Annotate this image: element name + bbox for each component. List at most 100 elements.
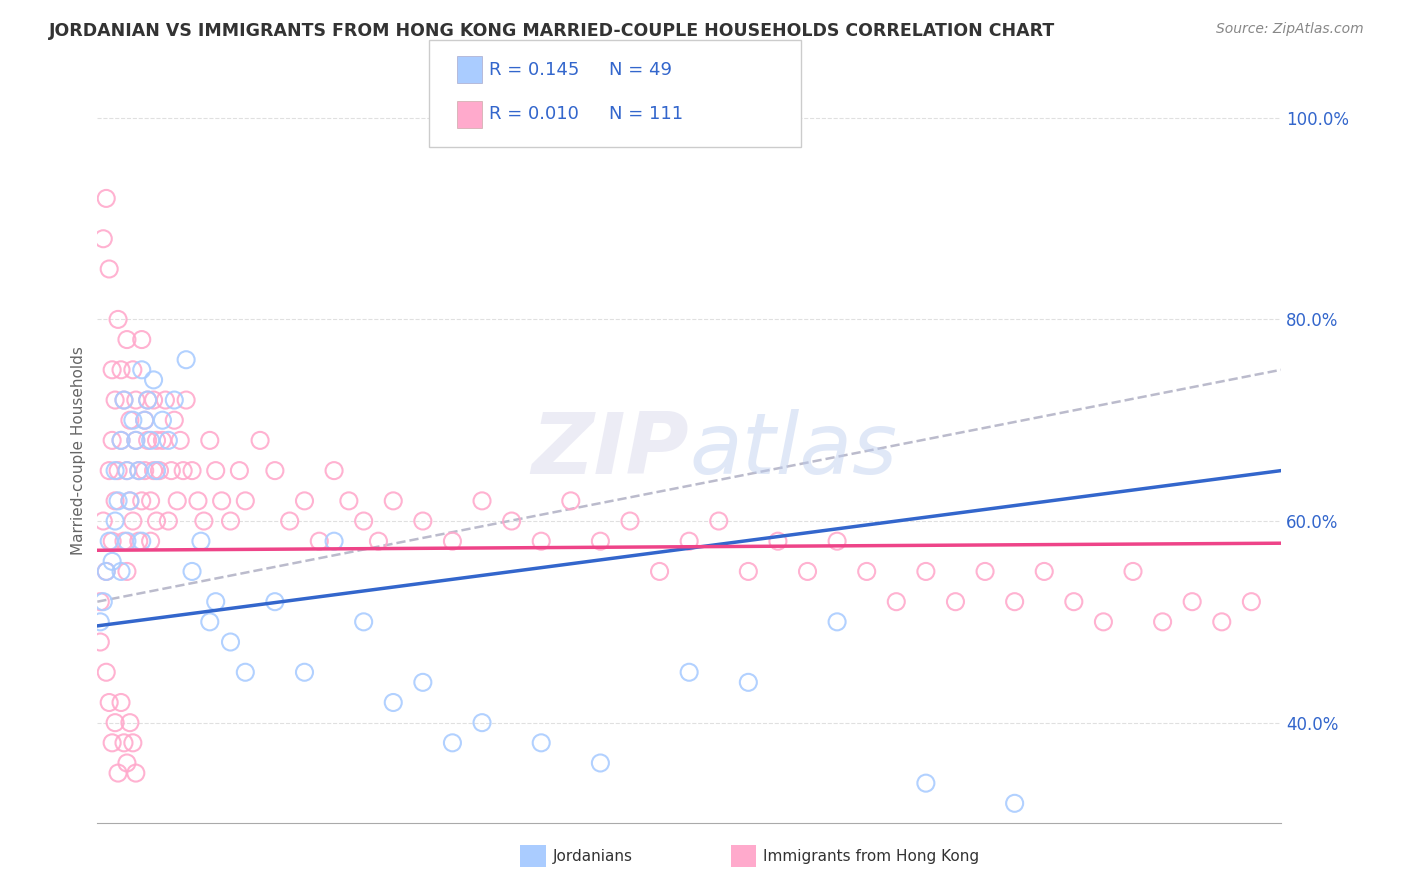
- Point: [198, 615, 221, 629]
- Point: [187, 494, 209, 508]
- Point: [589, 756, 612, 770]
- Point: [134, 464, 156, 478]
- Point: [145, 514, 167, 528]
- Point: [157, 514, 180, 528]
- Point: [148, 464, 170, 478]
- Point: [382, 696, 405, 710]
- Point: [412, 514, 434, 528]
- Point: [619, 514, 641, 528]
- Point: [766, 534, 789, 549]
- Point: [98, 696, 121, 710]
- Point: [107, 312, 129, 326]
- Point: [125, 434, 148, 448]
- Point: [98, 534, 121, 549]
- Point: [678, 665, 700, 680]
- Point: [155, 392, 177, 407]
- Point: [89, 635, 111, 649]
- Point: [278, 514, 301, 528]
- Point: [249, 434, 271, 448]
- Point: [174, 392, 197, 407]
- Point: [441, 534, 464, 549]
- Point: [96, 565, 118, 579]
- Text: Source: ZipAtlas.com: Source: ZipAtlas.com: [1216, 22, 1364, 37]
- Point: [115, 534, 138, 549]
- Point: [264, 595, 287, 609]
- Point: [128, 534, 150, 549]
- Point: [104, 392, 127, 407]
- Point: [104, 464, 127, 478]
- Point: [98, 464, 121, 478]
- Point: [169, 434, 191, 448]
- Point: [323, 464, 346, 478]
- Point: [96, 665, 118, 680]
- Point: [101, 554, 124, 568]
- Point: [131, 494, 153, 508]
- Point: [1033, 565, 1056, 579]
- Point: [110, 434, 132, 448]
- Point: [128, 464, 150, 478]
- Point: [121, 514, 143, 528]
- Point: [131, 534, 153, 549]
- Point: [91, 514, 114, 528]
- Point: [264, 464, 287, 478]
- Text: Immigrants from Hong Kong: Immigrants from Hong Kong: [763, 849, 980, 863]
- Point: [1092, 615, 1115, 629]
- Point: [96, 565, 118, 579]
- Point: [530, 736, 553, 750]
- Point: [89, 615, 111, 629]
- Point: [136, 434, 159, 448]
- Point: [121, 413, 143, 427]
- Point: [382, 494, 405, 508]
- Point: [294, 665, 316, 680]
- Point: [112, 392, 135, 407]
- Point: [678, 534, 700, 549]
- Point: [353, 615, 375, 629]
- Text: R = 0.145: R = 0.145: [489, 61, 579, 78]
- Point: [112, 392, 135, 407]
- Point: [294, 494, 316, 508]
- Point: [118, 715, 141, 730]
- Point: [193, 514, 215, 528]
- Point: [560, 494, 582, 508]
- Point: [115, 464, 138, 478]
- Point: [233, 665, 256, 680]
- Point: [1063, 595, 1085, 609]
- Point: [142, 392, 165, 407]
- Point: [737, 565, 759, 579]
- Text: Jordanians: Jordanians: [553, 849, 633, 863]
- Text: atlas: atlas: [689, 409, 897, 492]
- Point: [104, 514, 127, 528]
- Point: [115, 333, 138, 347]
- Point: [125, 392, 148, 407]
- Point: [412, 675, 434, 690]
- Text: N = 111: N = 111: [609, 105, 683, 123]
- Point: [441, 736, 464, 750]
- Point: [142, 464, 165, 478]
- Point: [308, 534, 330, 549]
- Point: [648, 565, 671, 579]
- Y-axis label: Married-couple Households: Married-couple Households: [72, 346, 86, 555]
- Point: [471, 715, 494, 730]
- Point: [737, 675, 759, 690]
- Point: [89, 595, 111, 609]
- Point: [125, 434, 148, 448]
- Text: ZIP: ZIP: [531, 409, 689, 492]
- Point: [166, 494, 188, 508]
- Point: [96, 191, 118, 205]
- Point: [136, 392, 159, 407]
- Point: [219, 514, 242, 528]
- Point: [115, 565, 138, 579]
- Point: [172, 464, 194, 478]
- Point: [1152, 615, 1174, 629]
- Point: [163, 392, 186, 407]
- Point: [1004, 797, 1026, 811]
- Point: [157, 434, 180, 448]
- Point: [204, 595, 226, 609]
- Point: [101, 736, 124, 750]
- Point: [131, 333, 153, 347]
- Point: [181, 565, 204, 579]
- Point: [136, 392, 159, 407]
- Point: [204, 464, 226, 478]
- Point: [152, 413, 174, 427]
- Point: [101, 534, 124, 549]
